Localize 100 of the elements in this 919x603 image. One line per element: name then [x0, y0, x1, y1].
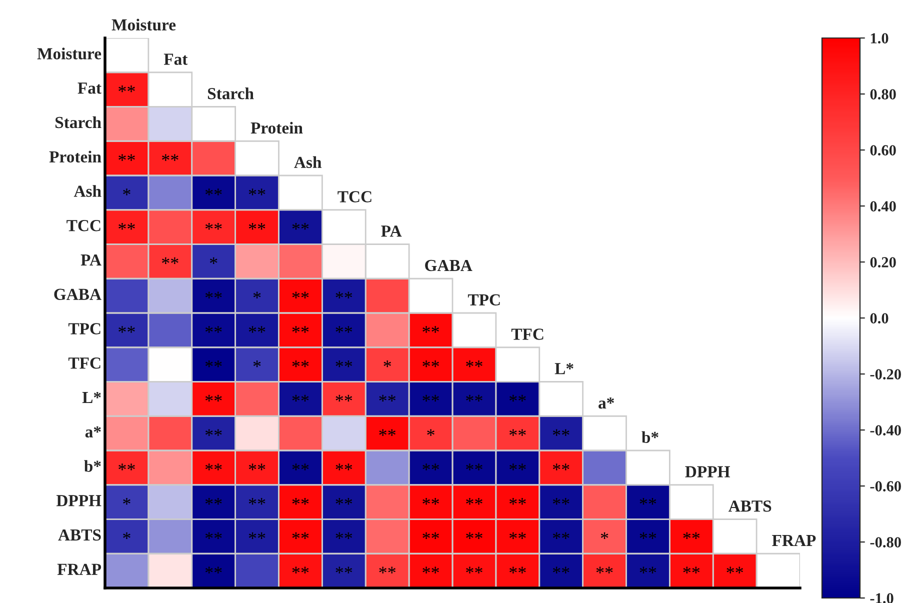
data-label: **	[205, 292, 222, 298]
data-label: *	[427, 429, 434, 436]
data-label: **	[510, 498, 526, 505]
color-bar-label: 0.0	[870, 313, 888, 324]
data-label: **	[510, 394, 526, 402]
data-label: **	[205, 566, 222, 574]
y-tick-label: TPC	[68, 323, 100, 334]
data-label: **	[336, 566, 352, 574]
color-bar-label: -0.20	[870, 369, 901, 380]
data-label: **	[205, 498, 222, 505]
y-tick-label: Ash	[74, 185, 102, 197]
y-tick-label: ABTS	[58, 529, 101, 541]
data-label: **	[205, 188, 222, 196]
data-label: **	[205, 532, 222, 540]
data-label: *	[123, 498, 130, 505]
data-label: **	[510, 532, 526, 540]
data-label: *	[253, 360, 261, 368]
data-label: **	[205, 223, 222, 230]
data-label: **	[292, 498, 309, 505]
data-label: **	[640, 498, 656, 505]
data-label: **	[466, 566, 482, 574]
data-label: **	[205, 429, 222, 436]
data-label: **	[596, 566, 613, 574]
data-label: **	[336, 498, 352, 505]
color-bar-label: 0.40	[870, 201, 896, 212]
y-tick-label: GABA	[54, 288, 102, 300]
data-label: **	[205, 394, 222, 402]
data-label: **	[336, 326, 352, 333]
data-label: *	[123, 532, 130, 540]
data-label: **	[292, 292, 309, 298]
data-label: **	[552, 464, 570, 470]
y-tick-label: a*	[85, 426, 101, 438]
y-tick-label: DPPH	[56, 495, 102, 506]
data-label: **	[118, 464, 135, 470]
data-label: **	[422, 532, 439, 540]
data-label: **	[118, 154, 135, 161]
data-label: **	[118, 86, 135, 92]
data-label: **	[466, 394, 482, 402]
y-tick-label: b*	[84, 460, 101, 472]
data-label: *	[123, 188, 130, 196]
data-label: **	[336, 532, 352, 540]
data-label: **	[552, 532, 570, 540]
y-tick-label: TFC	[68, 358, 100, 369]
data-label: **	[205, 326, 222, 333]
data-label: *	[210, 257, 218, 264]
data-label: **	[422, 498, 439, 505]
data-label: **	[379, 429, 396, 436]
data-label: **	[205, 464, 222, 470]
data-label: **	[336, 292, 352, 298]
data-label: **	[379, 394, 396, 402]
data-label: **	[205, 360, 222, 368]
data-label: **	[466, 498, 482, 505]
data-label: **	[640, 532, 656, 540]
data-label: **	[422, 566, 439, 574]
y-tick-label: L*	[82, 392, 101, 403]
y-tick-label: Fat	[78, 82, 102, 94]
data-label: **	[248, 223, 266, 230]
data-label: **	[422, 464, 439, 470]
data-label: **	[422, 360, 439, 368]
data-label: **	[466, 360, 482, 368]
data-label: **	[683, 532, 700, 540]
data-label: **	[683, 566, 700, 574]
data-label: **	[118, 223, 135, 230]
data-label: **	[510, 429, 526, 436]
data-label: **	[510, 566, 526, 574]
data-label: **	[552, 566, 570, 574]
data-label: **	[162, 257, 178, 264]
data-label: **	[292, 223, 309, 230]
data-label: **	[466, 464, 482, 470]
data-label: **	[379, 566, 396, 574]
data-label: **	[292, 464, 309, 470]
data-label: **	[422, 394, 439, 402]
color-bar-label: 0.80	[870, 89, 896, 100]
data-label: **	[726, 566, 744, 574]
y-tick-label: PA	[80, 254, 102, 266]
data-label: *	[253, 292, 261, 298]
data-label: **	[162, 154, 178, 161]
data-label: **	[248, 464, 266, 470]
y-tick-label: Starch	[55, 116, 102, 128]
data-label: **	[336, 360, 352, 368]
data-label: **	[118, 326, 135, 333]
data-label: **	[248, 188, 266, 196]
color-bar-label: -0.40	[870, 425, 901, 436]
data-label: **	[466, 532, 482, 540]
data-label: **	[552, 498, 570, 505]
data-label: **	[292, 394, 309, 402]
data-label: **	[292, 532, 309, 540]
y-tick-label: FRAP	[57, 564, 102, 575]
data-label: **	[422, 326, 439, 333]
data-label: **	[292, 566, 309, 574]
data-label: **	[292, 326, 309, 333]
y-tick-label: TCC	[66, 220, 100, 232]
data-label: **	[248, 498, 266, 505]
data-label: **	[248, 326, 266, 333]
data-label: *	[384, 360, 391, 368]
data-label: **	[640, 566, 656, 574]
y-tick-label: Protein	[49, 150, 102, 162]
color-bar-label: 0.20	[870, 257, 896, 268]
color-bar-label: 0.60	[870, 145, 896, 156]
y-tick-label: Moisture	[37, 48, 102, 60]
